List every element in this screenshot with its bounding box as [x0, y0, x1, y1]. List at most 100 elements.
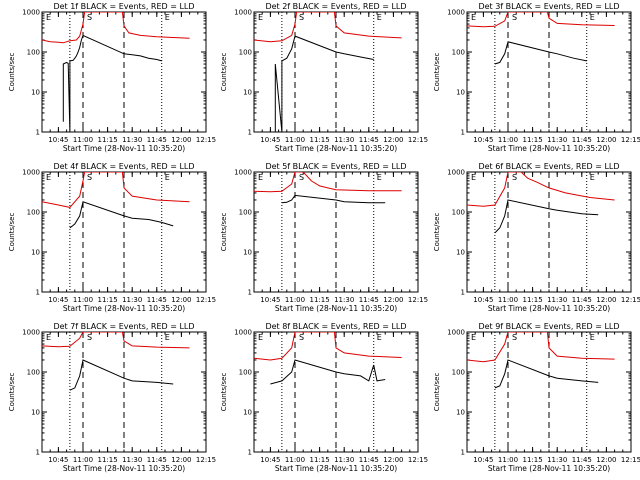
interval-marker-label: S	[512, 173, 517, 182]
panel-title: Det 9f BLACK = Events, RED = LLD	[478, 322, 619, 331]
x-tick-label: 12:15	[408, 296, 428, 304]
x-tick-label: 10:45	[48, 456, 68, 464]
x-tick-label: 11:00	[285, 136, 305, 144]
x-tick-label: 11:15	[310, 136, 330, 144]
y-tick-label: 1000	[447, 329, 465, 337]
x-axis-label: Start Time (28-Nov-11 10:35:20)	[275, 304, 397, 313]
y-tick-label: 1	[36, 289, 40, 297]
x-tick-label: 11:15	[310, 296, 330, 304]
y-tick-label: 1	[461, 129, 465, 137]
panel-title: Det 5f BLACK = Events, RED = LLD	[265, 162, 406, 171]
detector-panel: Det 4f BLACK = Events, RED = LLD 1 10 100 10…	[8, 162, 216, 313]
lld-series-line	[254, 332, 402, 361]
x-tick-label: 12:15	[196, 136, 216, 144]
panel-title: Det 1f BLACK = Events, RED = LLD	[53, 2, 194, 11]
x-tick-label: 11:00	[73, 136, 93, 144]
detector-panel: Det 5f BLACK = Events, RED = LLD 1 10 100 10…	[220, 162, 428, 313]
interval-marker-label: S	[299, 13, 304, 22]
detector-panel: Det 7f BLACK = Events, RED = LLD 1 10 100 10…	[8, 322, 216, 473]
events-series-line	[494, 41, 587, 65]
x-axis-label: Start Time (28-Nov-11 10:35:20)	[63, 304, 185, 313]
lld-series-line	[42, 332, 190, 349]
y-tick-label: 10	[243, 249, 252, 257]
x-tick-label: 12:00	[383, 136, 403, 144]
interval-marker-label: E	[377, 173, 382, 182]
x-tick-label: 11:30	[122, 296, 142, 304]
x-tick-label: 11:00	[498, 456, 518, 464]
interval-marker-label: E	[590, 173, 595, 182]
y-axis-label: Counts/sec	[8, 213, 16, 252]
y-tick-label: 1000	[234, 9, 252, 17]
y-tick-label: 100	[27, 49, 40, 57]
interval-marker-label: E	[165, 173, 170, 182]
x-tick-label: 11:30	[334, 296, 354, 304]
y-tick-label: 100	[239, 209, 252, 217]
interval-marker-label: E	[258, 333, 263, 342]
x-tick-label: 12:00	[383, 456, 403, 464]
x-tick-label: 10:45	[260, 136, 280, 144]
interval-marker-label: E	[46, 333, 51, 342]
x-tick-label: 12:15	[621, 456, 640, 464]
y-tick-label: 1000	[447, 169, 465, 177]
y-tick-label: 1000	[234, 169, 252, 177]
x-tick-label: 10:45	[473, 456, 493, 464]
interval-marker-label: E	[377, 13, 382, 22]
events-series-line	[281, 194, 386, 204]
events-series-line	[274, 35, 374, 132]
interval-marker-label: E	[258, 13, 263, 22]
x-tick-label: 11:00	[498, 136, 518, 144]
x-tick-label: 12:00	[596, 136, 616, 144]
y-tick-label: 100	[27, 369, 40, 377]
y-axis-label: Counts/sec	[433, 53, 441, 92]
panel-title: Det 8f BLACK = Events, RED = LLD	[265, 322, 406, 331]
interval-marker-label: E	[165, 13, 170, 22]
x-tick-label: 12:00	[596, 456, 616, 464]
x-tick-label: 12:15	[408, 456, 428, 464]
detector-panel: Det 8f BLACK = Events, RED = LLD 1 10 100 10…	[220, 322, 428, 473]
x-axis-label: Start Time (28-Nov-11 10:35:20)	[488, 464, 610, 473]
panel-title: Det 4f BLACK = Events, RED = LLD	[53, 162, 194, 171]
y-tick-label: 1	[248, 289, 252, 297]
x-tick-label: 12:15	[196, 456, 216, 464]
x-tick-label: 10:45	[48, 296, 68, 304]
x-tick-label: 11:00	[73, 296, 93, 304]
interval-marker-label: S	[87, 173, 92, 182]
x-tick-label: 11:30	[122, 136, 142, 144]
lld-series-line	[467, 332, 615, 363]
y-tick-label: 1	[248, 449, 252, 457]
x-tick-label: 12:00	[383, 296, 403, 304]
y-tick-label: 10	[31, 89, 40, 97]
interval-marker-label: E	[590, 13, 595, 22]
interval-marker-label: S	[512, 333, 517, 342]
interval-marker-label: S	[87, 13, 92, 22]
x-axis-label: Start Time (28-Nov-11 10:35:20)	[488, 144, 610, 153]
events-series-line	[62, 34, 162, 132]
interval-marker-label: S	[299, 333, 304, 342]
interval-marker-label: E	[258, 173, 263, 182]
y-tick-label: 1000	[22, 169, 40, 177]
x-tick-label: 12:00	[171, 456, 191, 464]
x-tick-label: 11:30	[547, 456, 567, 464]
x-tick-label: 10:45	[473, 296, 493, 304]
y-axis-label: Counts/sec	[220, 53, 228, 92]
y-tick-label: 1	[248, 129, 252, 137]
y-tick-label: 100	[452, 49, 465, 57]
y-tick-label: 1000	[234, 329, 252, 337]
x-tick-label: 11:45	[147, 136, 167, 144]
x-tick-label: 10:45	[473, 136, 493, 144]
x-tick-label: 10:45	[260, 456, 280, 464]
y-tick-label: 1000	[22, 329, 40, 337]
x-tick-label: 12:00	[171, 296, 191, 304]
x-axis-label: Start Time (28-Nov-11 10:35:20)	[63, 144, 185, 153]
x-tick-label: 11:45	[147, 296, 167, 304]
x-tick-label: 11:15	[310, 456, 330, 464]
y-tick-label: 1	[461, 289, 465, 297]
detector-panel: Det 6f BLACK = Events, RED = LLD 1 10 100 10…	[433, 162, 640, 313]
lld-series-line	[467, 12, 615, 28]
interval-marker-label: S	[87, 333, 92, 342]
interval-marker-label: S	[512, 13, 517, 22]
events-series-line	[270, 359, 386, 385]
x-axis-label: Start Time (28-Nov-11 10:35:20)	[275, 144, 397, 153]
x-tick-label: 12:15	[621, 136, 640, 144]
